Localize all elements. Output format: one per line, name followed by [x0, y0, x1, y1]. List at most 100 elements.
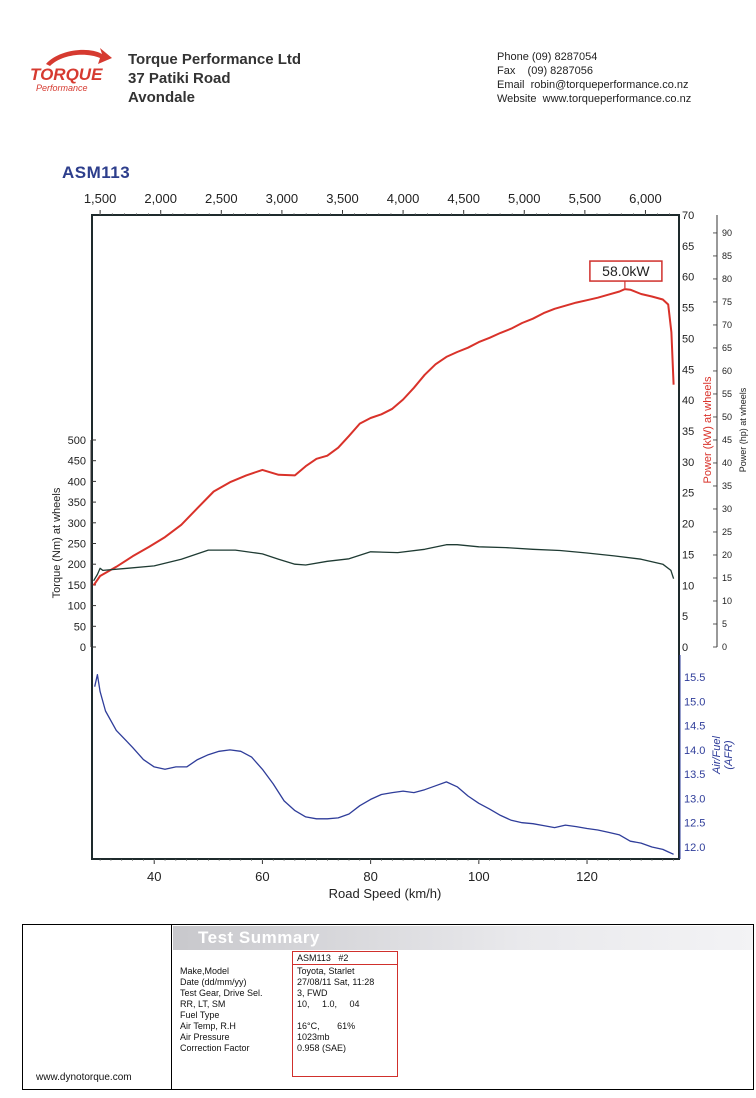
kw-tick-label: 60: [682, 272, 694, 284]
torque-tick-label: 50: [74, 621, 86, 633]
chart-title: ASM113: [62, 163, 131, 182]
afr-tick-label: 12.0: [684, 842, 705, 854]
hp-tick-label: 50: [722, 412, 732, 422]
summary-label: Test Gear, Drive Sel.: [180, 988, 263, 998]
torque-performance-logo: TORQUE Performance: [30, 48, 112, 93]
summary-label: Fuel Type: [180, 1010, 220, 1020]
address-line-1: 37 Patiki Road: [128, 70, 231, 87]
torque-tick-label: 300: [68, 518, 86, 530]
logo-subtitle: Performance: [36, 83, 88, 93]
afr-tick-label: 15.5: [684, 672, 705, 684]
kw-tick-label: 25: [682, 488, 694, 500]
rpm-tick-label: 2,000: [144, 191, 177, 206]
summary-value: Toyota, Starlet: [297, 966, 355, 976]
torque-axis-label: Torque (Nm) at wheels: [51, 487, 63, 598]
hp-tick-label: 25: [722, 527, 732, 537]
test-id: ASM113 #2: [297, 953, 349, 963]
hp-tick-label: 85: [722, 251, 732, 261]
hp-tick-label: 5: [722, 619, 727, 629]
rpm-tick-label: 3,500: [326, 191, 359, 206]
kw-tick-label: 30: [682, 457, 694, 469]
plot-frame: [91, 214, 680, 860]
speed-tick-label: 40: [147, 869, 161, 884]
summary-value: 1023mb: [297, 1032, 330, 1042]
torque-tick-label: 350: [68, 497, 86, 509]
summary-values: Toyota, Starlet 27/08/11 Sat, 11:28 3, F…: [297, 966, 374, 1054]
power-hp-axis-label: Power (hp) at wheels: [738, 387, 748, 472]
callout-box: [589, 260, 663, 282]
summary-value: 16°C, 61%: [297, 1021, 356, 1031]
summary-left-cell: [22, 924, 172, 1090]
speed-tick-label: 60: [255, 869, 269, 884]
hp-tick-label: 40: [722, 458, 732, 468]
summary-label: RR, LT, SM: [180, 999, 226, 1009]
fax-text: Fax (09) 8287056: [497, 65, 594, 77]
hp-tick-label: 60: [722, 366, 732, 376]
phone-text: Phone (09) 8287054: [497, 51, 598, 63]
hp-tick-label: 30: [722, 504, 732, 514]
rpm-tick-label: 5,000: [508, 191, 541, 206]
afr-tick-label: 15.0: [684, 696, 705, 708]
summary-labels: Make,Model Date (dd/mm/yy) Test Gear, Dr…: [180, 966, 263, 1054]
dyno-chart: 1,500 2,000 2,500 3,000 3,500 4,000 4,500 5,000…: [51, 191, 748, 901]
afr-axis: Air/Fuel (AFR) 12.0 12.5 13.0 13.5 14.0 14.5 1…: [679, 655, 735, 859]
torque-axis: Torque (Nm) at wheels 0 50 100 150 200 250 300…: [51, 435, 96, 654]
torque-tick-label: 150: [68, 580, 86, 592]
kw-tick-label: 45: [682, 364, 694, 376]
values-box: [292, 964, 398, 1077]
hp-tick-label: 65: [722, 343, 732, 353]
company-block: Torque Performance Ltd 37 Patiki Road Av…: [128, 50, 301, 107]
email-text: Email robin@torqueperformance.co.nz: [497, 79, 689, 91]
hp-tick-label: 80: [722, 274, 732, 284]
summary-header-bar: [173, 926, 753, 950]
summary-value: 10, 1.0, 04: [297, 999, 360, 1009]
torque-tick-label: 200: [68, 559, 86, 571]
afr-tick-label: 14.0: [684, 745, 705, 757]
summary-title: Test Summary: [198, 928, 320, 947]
kw-tick-label: 5: [682, 611, 688, 623]
torque-tick-label: 400: [68, 476, 86, 488]
hp-tick-label: 75: [722, 297, 732, 307]
test-id-box: [292, 951, 398, 965]
kw-tick-label: 35: [682, 426, 694, 438]
rpm-tick-label: 4,500: [447, 191, 480, 206]
summary-value: 27/08/11 Sat, 11:28: [297, 977, 375, 987]
torque-tick-label: 100: [68, 601, 86, 613]
kw-tick-label: 15: [682, 549, 694, 561]
power-hp-axis: Power (hp) at wheels 0 5 10 15 20 25 30 35 40 45 5…: [713, 215, 748, 652]
power-kw-axis-label: Power (kW) at wheels: [702, 376, 714, 483]
rpm-tick-label: 5,500: [569, 191, 602, 206]
kw-tick-label: 10: [682, 580, 694, 592]
hp-tick-label: 10: [722, 596, 732, 606]
hp-tick-label: 35: [722, 481, 732, 491]
kw-tick-label: 55: [682, 303, 694, 315]
summary-value: [297, 1010, 374, 1021]
rpm-axis: 1,500 2,000 2,500 3,000 3,500 4,000 4,500 5,000…: [84, 191, 670, 215]
summary-label: Air Pressure: [180, 1032, 230, 1042]
kw-tick-label: 0: [682, 642, 688, 654]
company-name: Torque Performance Ltd: [128, 51, 302, 68]
power-kw-axis: Power (kW) at wheels 0 5 10 15 20 25 30 35 40 45 5…: [682, 210, 714, 654]
hp-tick-label: 20: [722, 550, 732, 560]
afr-curve: [94, 673, 674, 855]
kw-tick-label: 65: [682, 241, 694, 253]
torque-tick-label: 0: [80, 642, 86, 654]
hp-tick-label: 70: [722, 320, 732, 330]
torque-tick-label: 500: [68, 435, 86, 447]
callout-text: 58.0kW: [602, 263, 650, 279]
summary-label: Air Temp, R.H: [180, 1021, 236, 1031]
dyno-website-label: www.dynotorque.com: [36, 1072, 132, 1083]
summary-value: 0.958 (SAE): [297, 1043, 347, 1053]
summary-label: Correction Factor: [180, 1043, 250, 1053]
test-summary-panel: [22, 924, 754, 1090]
afr-tick-label: 14.5: [684, 721, 705, 733]
summary-value: 3, FWD: [297, 988, 328, 998]
summary-label: Date (dd/mm/yy): [180, 977, 247, 987]
rpm-tick-label: 2,500: [205, 191, 238, 206]
hp-tick-label: 15: [722, 573, 732, 583]
rpm-tick-label: 6,000: [629, 191, 662, 206]
torque-curve: [93, 544, 675, 582]
torque-tick-label: 450: [68, 456, 86, 468]
speed-tick-label: 100: [468, 869, 490, 884]
hp-tick-label: 55: [722, 389, 732, 399]
